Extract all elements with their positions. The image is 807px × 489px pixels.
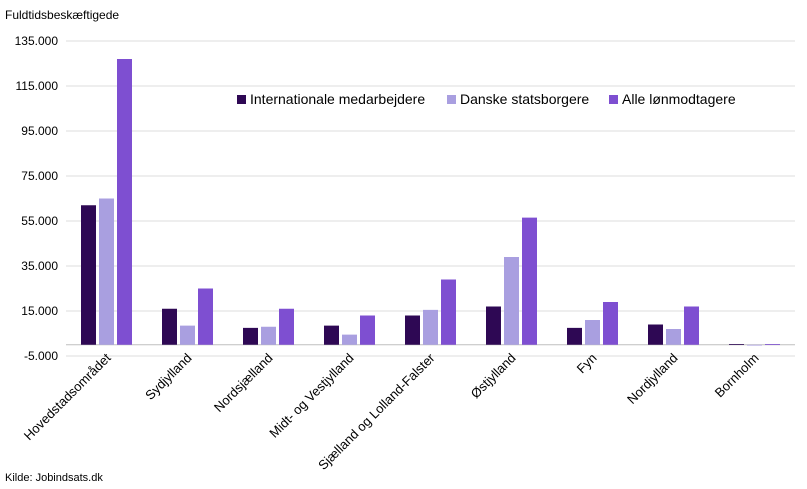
legend-swatch	[609, 95, 618, 104]
source-note: Kilde: Jobindsats.dk	[5, 472, 103, 484]
bar-1	[567, 327, 582, 345]
bar-3	[279, 308, 294, 345]
x-tick-label: Fyn	[574, 350, 600, 376]
x-tick-label: Midt- og Vestjylland	[266, 350, 356, 440]
bar-2	[99, 198, 114, 345]
y-tick-labels: 135.000 115.000 95.000 75.000 55.000 35.000 15…	[15, 34, 59, 363]
bar-2	[666, 329, 681, 345]
bar-1	[486, 306, 501, 345]
bar-1	[162, 308, 177, 345]
x-tick-label: Østjylland	[468, 350, 519, 401]
bar-1	[405, 315, 420, 345]
legend-label: Alle lønmodtagere	[622, 91, 736, 107]
bar-2	[180, 325, 195, 345]
bar-2	[342, 334, 357, 345]
bar-3	[603, 302, 618, 345]
x-tick-label: Hovedstadsområdet	[21, 350, 114, 443]
bar-3	[117, 59, 132, 345]
legend-label: Internationale medarbejdere	[250, 91, 425, 107]
bar-2	[504, 257, 519, 345]
bar-2	[747, 344, 762, 346]
bar-2	[423, 309, 438, 345]
legend-swatch	[237, 95, 246, 104]
y-tick-label: 75.000	[21, 169, 58, 183]
bars	[81, 59, 780, 346]
bar-3	[198, 288, 213, 345]
x-tick-label: Bornholm	[712, 350, 762, 400]
y-tick-label: 35.000	[21, 259, 58, 273]
legend: Internationale medarbejdere Danske statsb…	[237, 91, 736, 107]
x-tick-labels: Hovedstadsområdet Sydjylland NordsjællandM…	[21, 350, 762, 473]
y-tick-label: 135.000	[15, 34, 59, 48]
y-tick-label: 55.000	[21, 214, 58, 228]
y-tick-label: 15.000	[21, 304, 58, 318]
bar-1	[729, 344, 744, 345]
bar-1	[324, 325, 339, 345]
legend-swatch	[447, 95, 456, 104]
x-tick-label: Nordjylland	[624, 350, 681, 407]
legend-label: Danske statsborgere	[460, 91, 589, 107]
y-tick-label: -5.000	[24, 349, 58, 363]
bar-1	[243, 327, 258, 345]
bar-2	[261, 326, 276, 345]
bar-3	[522, 217, 537, 345]
x-tick-label: Nordsjælland	[211, 350, 276, 415]
y-tick-label: 115.000	[16, 79, 59, 93]
y-axis-title: Fuldtidsbeskæftigede	[5, 8, 120, 22]
bar-3	[441, 279, 456, 345]
bar-3	[765, 344, 780, 345]
bar-2	[585, 320, 600, 345]
x-tick-label: Sydjylland	[142, 350, 195, 403]
bar-3	[360, 315, 375, 345]
bar-3	[684, 306, 699, 345]
y-tick-label: 95.000	[21, 124, 58, 138]
bar-1	[648, 324, 663, 345]
bar-1	[81, 205, 96, 345]
